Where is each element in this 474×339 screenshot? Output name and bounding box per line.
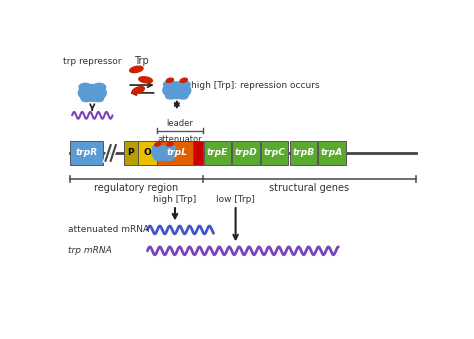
Bar xyxy=(318,141,346,165)
Text: trpA: trpA xyxy=(321,148,343,157)
Ellipse shape xyxy=(166,78,173,82)
Ellipse shape xyxy=(79,83,91,91)
Bar xyxy=(70,141,103,165)
Ellipse shape xyxy=(165,93,175,99)
Text: trpR: trpR xyxy=(76,148,98,157)
Ellipse shape xyxy=(155,142,161,146)
Ellipse shape xyxy=(154,156,163,160)
Bar xyxy=(232,141,260,165)
Ellipse shape xyxy=(94,96,103,102)
Text: attenuated mRNA: attenuated mRNA xyxy=(68,225,150,235)
Ellipse shape xyxy=(164,145,175,151)
Bar xyxy=(192,141,202,165)
Ellipse shape xyxy=(165,156,173,160)
Text: P: P xyxy=(128,148,134,157)
Ellipse shape xyxy=(178,93,188,99)
Text: high [Trp]: repression occurs: high [Trp]: repression occurs xyxy=(191,81,320,90)
Text: attenuator: attenuator xyxy=(157,135,202,144)
Ellipse shape xyxy=(132,86,145,94)
Ellipse shape xyxy=(152,146,176,160)
Bar xyxy=(290,141,317,165)
Text: trpB: trpB xyxy=(292,148,314,157)
Ellipse shape xyxy=(163,82,191,99)
Ellipse shape xyxy=(78,84,106,101)
Text: O: O xyxy=(144,148,151,157)
Text: low [Trp]: low [Trp] xyxy=(216,195,255,204)
Text: trpC: trpC xyxy=(264,148,286,157)
Bar xyxy=(204,141,231,165)
Text: regulatory region: regulatory region xyxy=(94,183,179,193)
Bar xyxy=(261,141,289,165)
Text: trp repressor: trp repressor xyxy=(63,58,121,66)
Ellipse shape xyxy=(180,78,187,82)
Text: leader: leader xyxy=(166,119,193,127)
Ellipse shape xyxy=(153,145,164,151)
Bar xyxy=(138,141,156,165)
Ellipse shape xyxy=(139,77,153,83)
Bar xyxy=(124,141,138,165)
Bar xyxy=(156,141,197,165)
Ellipse shape xyxy=(177,81,190,88)
Ellipse shape xyxy=(167,142,173,146)
Text: structural genes: structural genes xyxy=(269,183,349,193)
Ellipse shape xyxy=(93,83,106,91)
Text: trpE: trpE xyxy=(207,148,228,157)
Text: trpL: trpL xyxy=(166,148,187,157)
Text: high [Trp]: high [Trp] xyxy=(154,195,197,204)
Ellipse shape xyxy=(81,96,91,102)
Ellipse shape xyxy=(164,81,176,88)
Text: Trp: Trp xyxy=(135,56,149,66)
Ellipse shape xyxy=(130,66,143,73)
Text: trp mRNA: trp mRNA xyxy=(68,246,112,255)
Text: trpD: trpD xyxy=(235,148,257,157)
